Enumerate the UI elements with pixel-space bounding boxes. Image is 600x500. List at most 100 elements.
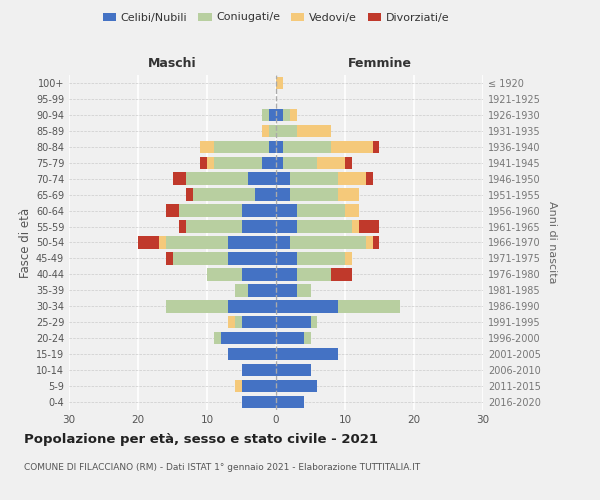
- Bar: [345, 156, 352, 169]
- Bar: [262, 124, 269, 137]
- Bar: [366, 172, 373, 185]
- Text: Maschi: Maschi: [148, 57, 197, 70]
- Bar: [235, 316, 241, 328]
- Bar: [338, 300, 400, 312]
- Bar: [304, 332, 311, 344]
- Bar: [262, 156, 276, 169]
- Bar: [241, 380, 276, 392]
- Bar: [317, 156, 345, 169]
- Bar: [138, 236, 159, 248]
- Bar: [241, 220, 276, 233]
- Bar: [296, 252, 345, 264]
- Bar: [179, 204, 241, 217]
- Text: Femmine: Femmine: [347, 57, 412, 70]
- Bar: [373, 236, 379, 248]
- Bar: [276, 300, 338, 312]
- Bar: [173, 252, 228, 264]
- Bar: [214, 140, 269, 153]
- Bar: [276, 204, 296, 217]
- Bar: [276, 156, 283, 169]
- Bar: [235, 380, 241, 392]
- Bar: [187, 188, 193, 201]
- Bar: [166, 300, 228, 312]
- Bar: [248, 284, 276, 296]
- Bar: [276, 348, 338, 360]
- Bar: [290, 236, 366, 248]
- Bar: [256, 188, 276, 201]
- Bar: [228, 316, 235, 328]
- Bar: [296, 204, 345, 217]
- Legend: Celibi/Nubili, Coniugati/e, Vedovi/e, Divorziati/e: Celibi/Nubili, Coniugati/e, Vedovi/e, Di…: [98, 8, 454, 27]
- Bar: [269, 124, 276, 137]
- Bar: [276, 124, 296, 137]
- Bar: [269, 108, 276, 121]
- Bar: [241, 316, 276, 328]
- Bar: [276, 380, 317, 392]
- Bar: [296, 268, 331, 280]
- Bar: [345, 204, 359, 217]
- Bar: [207, 268, 241, 280]
- Bar: [276, 77, 283, 89]
- Bar: [373, 140, 379, 153]
- Bar: [241, 204, 276, 217]
- Bar: [214, 332, 221, 344]
- Bar: [331, 268, 352, 280]
- Bar: [200, 156, 207, 169]
- Bar: [338, 188, 359, 201]
- Bar: [200, 140, 214, 153]
- Bar: [276, 284, 296, 296]
- Bar: [241, 268, 276, 280]
- Bar: [276, 316, 311, 328]
- Bar: [276, 364, 311, 376]
- Bar: [352, 220, 359, 233]
- Bar: [290, 172, 338, 185]
- Bar: [235, 284, 248, 296]
- Bar: [276, 108, 283, 121]
- Bar: [276, 140, 283, 153]
- Bar: [269, 140, 276, 153]
- Bar: [276, 236, 290, 248]
- Bar: [187, 220, 241, 233]
- Bar: [276, 268, 296, 280]
- Bar: [173, 172, 187, 185]
- Bar: [187, 172, 248, 185]
- Bar: [331, 140, 373, 153]
- Bar: [166, 252, 173, 264]
- Bar: [276, 188, 290, 201]
- Bar: [228, 236, 276, 248]
- Bar: [193, 188, 256, 201]
- Bar: [283, 108, 290, 121]
- Bar: [276, 332, 304, 344]
- Bar: [276, 252, 296, 264]
- Bar: [166, 236, 228, 248]
- Bar: [221, 332, 276, 344]
- Text: Popolazione per età, sesso e stato civile - 2021: Popolazione per età, sesso e stato civil…: [24, 432, 378, 446]
- Bar: [276, 172, 290, 185]
- Bar: [296, 284, 311, 296]
- Bar: [276, 220, 296, 233]
- Bar: [262, 108, 269, 121]
- Bar: [241, 364, 276, 376]
- Bar: [228, 252, 276, 264]
- Bar: [228, 348, 276, 360]
- Bar: [296, 220, 352, 233]
- Bar: [338, 172, 365, 185]
- Bar: [296, 124, 331, 137]
- Text: COMUNE DI FILACCIANO (RM) - Dati ISTAT 1° gennaio 2021 - Elaborazione TUTTITALIA: COMUNE DI FILACCIANO (RM) - Dati ISTAT 1…: [24, 462, 420, 471]
- Y-axis label: Fasce di età: Fasce di età: [19, 208, 32, 278]
- Bar: [241, 396, 276, 408]
- Bar: [228, 300, 276, 312]
- Bar: [166, 204, 179, 217]
- Bar: [290, 108, 296, 121]
- Y-axis label: Anni di nascita: Anni di nascita: [547, 201, 557, 284]
- Bar: [366, 236, 373, 248]
- Bar: [276, 396, 304, 408]
- Bar: [159, 236, 166, 248]
- Bar: [311, 316, 317, 328]
- Bar: [207, 156, 214, 169]
- Bar: [248, 172, 276, 185]
- Bar: [179, 220, 187, 233]
- Bar: [345, 252, 352, 264]
- Bar: [214, 156, 262, 169]
- Bar: [359, 220, 379, 233]
